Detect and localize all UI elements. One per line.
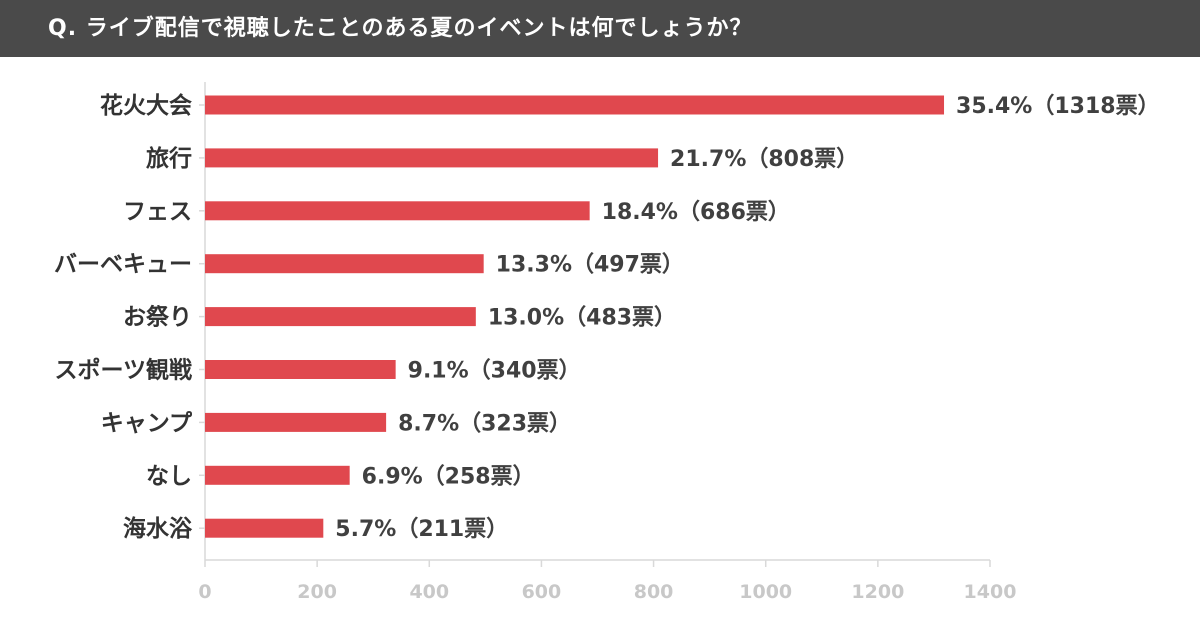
bar (205, 412, 387, 432)
category-label: スポーツ観戦 (54, 357, 192, 384)
category-label: バーベキュー (54, 252, 192, 278)
data-label: 8.7%（323票） (398, 411, 571, 436)
data-label: 35.4%（1318票） (956, 94, 1160, 119)
x-tick-label: 600 (522, 581, 562, 603)
category-label: キャンプ (101, 410, 193, 436)
bar (205, 360, 396, 379)
category-label: なし (146, 463, 192, 489)
x-tick-label: 400 (409, 581, 449, 603)
x-tick-label: 800 (634, 581, 674, 603)
x-tick-label: 1000 (739, 581, 792, 603)
x-tick-label: 1200 (851, 581, 904, 603)
bar (205, 254, 484, 274)
bar (205, 201, 590, 221)
data-label: 21.7%（808票） (670, 147, 858, 172)
data-label: 9.1%（340票） (408, 359, 581, 384)
category-label: 花火大会 (100, 92, 192, 119)
category-label: お祭り (123, 304, 192, 331)
category-label: 海水浴 (123, 515, 193, 542)
bar (205, 95, 945, 115)
data-label: 18.4%（686票） (602, 200, 790, 225)
data-label: 5.7%（211票） (335, 517, 508, 542)
category-label: フェス (123, 199, 192, 225)
x-tick-label: 1400 (964, 581, 1017, 603)
data-label: 6.9%（258票） (362, 464, 535, 489)
data-label: 13.0%（483票） (488, 306, 676, 331)
bar (205, 465, 350, 485)
chart-header: Q. ライブ配信で視聴したことのある夏のイベントは何でしょうか？ (0, 0, 1200, 57)
x-tick-label: 0 (198, 581, 211, 603)
question-title: Q. ライブ配信で視聴したことのある夏のイベントは何でしょうか？ (48, 16, 753, 41)
bar (205, 307, 476, 327)
data-label: 13.3%（497票） (496, 253, 684, 278)
bar (205, 148, 659, 168)
x-tick-label: 200 (297, 581, 337, 603)
bar (205, 518, 324, 538)
category-label: 旅行 (146, 145, 192, 172)
